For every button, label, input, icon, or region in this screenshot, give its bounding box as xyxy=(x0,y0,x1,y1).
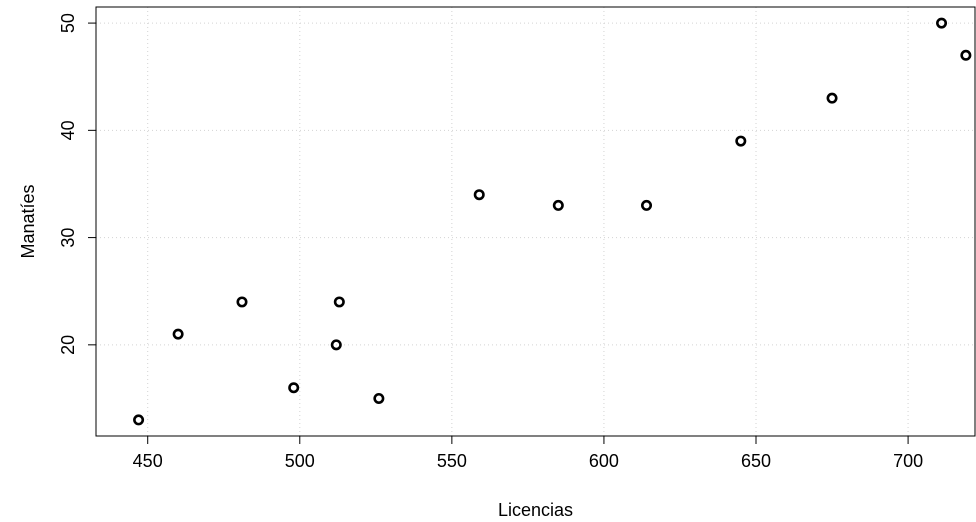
grid xyxy=(96,7,975,436)
y-tick-label: 40 xyxy=(58,120,78,140)
data-point xyxy=(828,94,836,102)
x-tick-label: 450 xyxy=(133,451,163,471)
y-tick-label: 30 xyxy=(58,228,78,248)
x-axis: 450 500 550 600 650 700 xyxy=(133,436,923,471)
y-axis-title: Manatíes xyxy=(18,184,38,258)
data-point xyxy=(375,394,383,402)
data-point xyxy=(962,51,970,59)
y-tick-label: 20 xyxy=(58,335,78,355)
data-point xyxy=(174,330,182,338)
data-point xyxy=(937,19,945,27)
data-points xyxy=(134,19,970,424)
x-axis-title: Licencias xyxy=(498,500,573,520)
data-point xyxy=(554,201,562,209)
data-point xyxy=(134,416,142,424)
data-point xyxy=(238,298,246,306)
y-axis: 20 30 40 50 xyxy=(58,13,96,355)
data-point xyxy=(289,384,297,392)
data-point xyxy=(642,201,650,209)
x-tick-label: 700 xyxy=(893,451,923,471)
y-tick-label: 50 xyxy=(58,13,78,33)
x-tick-label: 550 xyxy=(437,451,467,471)
x-tick-label: 650 xyxy=(741,451,771,471)
x-tick-label: 500 xyxy=(285,451,315,471)
x-tick-label: 600 xyxy=(589,451,619,471)
data-point xyxy=(737,137,745,145)
data-point xyxy=(335,298,343,306)
data-point xyxy=(475,190,483,198)
plot-area xyxy=(96,7,975,436)
